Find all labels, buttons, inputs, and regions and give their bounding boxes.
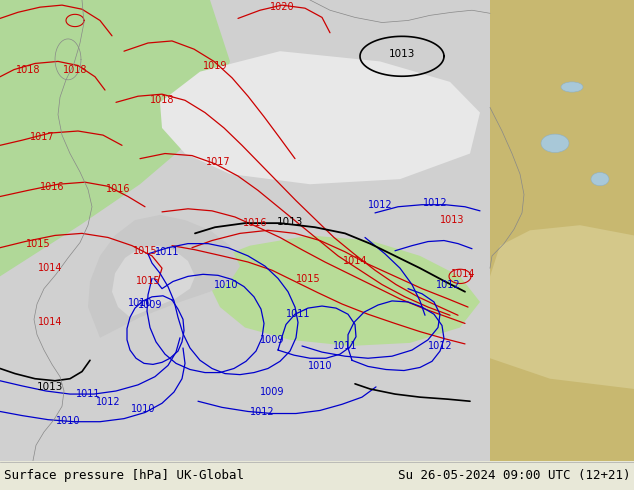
Text: 1016: 1016 (40, 182, 64, 192)
Text: 1012: 1012 (96, 397, 120, 407)
Text: 1010: 1010 (127, 298, 152, 308)
Text: 1010: 1010 (131, 404, 155, 415)
Text: 1016: 1016 (243, 218, 268, 228)
Text: Surface pressure [hPa] UK-Global: Surface pressure [hPa] UK-Global (4, 469, 244, 482)
Text: 1013: 1013 (277, 217, 303, 227)
Text: 1011: 1011 (75, 389, 100, 399)
Text: 1013: 1013 (37, 382, 63, 392)
Polygon shape (160, 51, 480, 184)
Text: 1014: 1014 (38, 318, 62, 327)
Text: 1015: 1015 (295, 274, 320, 284)
Polygon shape (112, 245, 195, 318)
Text: 1011: 1011 (286, 309, 310, 319)
Text: 1014: 1014 (343, 256, 367, 266)
Text: 1013: 1013 (389, 49, 415, 59)
Polygon shape (490, 225, 634, 389)
Ellipse shape (561, 82, 583, 92)
Text: 1012: 1012 (368, 200, 392, 210)
Text: 1012: 1012 (423, 197, 448, 208)
Polygon shape (490, 0, 634, 461)
Text: 1009: 1009 (260, 335, 284, 345)
Text: 1018: 1018 (150, 96, 174, 105)
Text: 1014: 1014 (38, 263, 62, 273)
Polygon shape (0, 0, 230, 276)
Ellipse shape (591, 172, 609, 186)
Text: 1015: 1015 (133, 246, 157, 256)
Text: 1012: 1012 (436, 280, 460, 290)
Text: 1010: 1010 (307, 362, 332, 371)
Text: Su 26-05-2024 09:00 UTC (12+21): Su 26-05-2024 09:00 UTC (12+21) (398, 469, 630, 482)
Text: 1009: 1009 (260, 387, 284, 397)
Text: 1010: 1010 (56, 416, 81, 426)
Text: 1018: 1018 (63, 65, 87, 74)
Text: 1014: 1014 (451, 270, 476, 279)
Text: 1011: 1011 (333, 341, 357, 351)
Ellipse shape (541, 134, 569, 152)
Text: 1016: 1016 (106, 184, 130, 195)
Polygon shape (88, 215, 240, 338)
Text: 1013: 1013 (440, 215, 464, 225)
Text: 1017: 1017 (205, 157, 230, 167)
Text: 1020: 1020 (269, 2, 294, 12)
Text: 1015: 1015 (26, 239, 50, 248)
Text: 1010: 1010 (214, 280, 238, 290)
Text: 1019: 1019 (203, 60, 227, 71)
Polygon shape (210, 235, 480, 346)
Text: 1012: 1012 (250, 408, 275, 417)
Text: 1011: 1011 (155, 247, 179, 257)
Text: 1015: 1015 (136, 276, 160, 287)
Text: 1017: 1017 (30, 132, 55, 142)
Text: 1018: 1018 (16, 65, 40, 74)
Text: 1012: 1012 (428, 341, 452, 351)
Text: 1009: 1009 (138, 300, 162, 310)
